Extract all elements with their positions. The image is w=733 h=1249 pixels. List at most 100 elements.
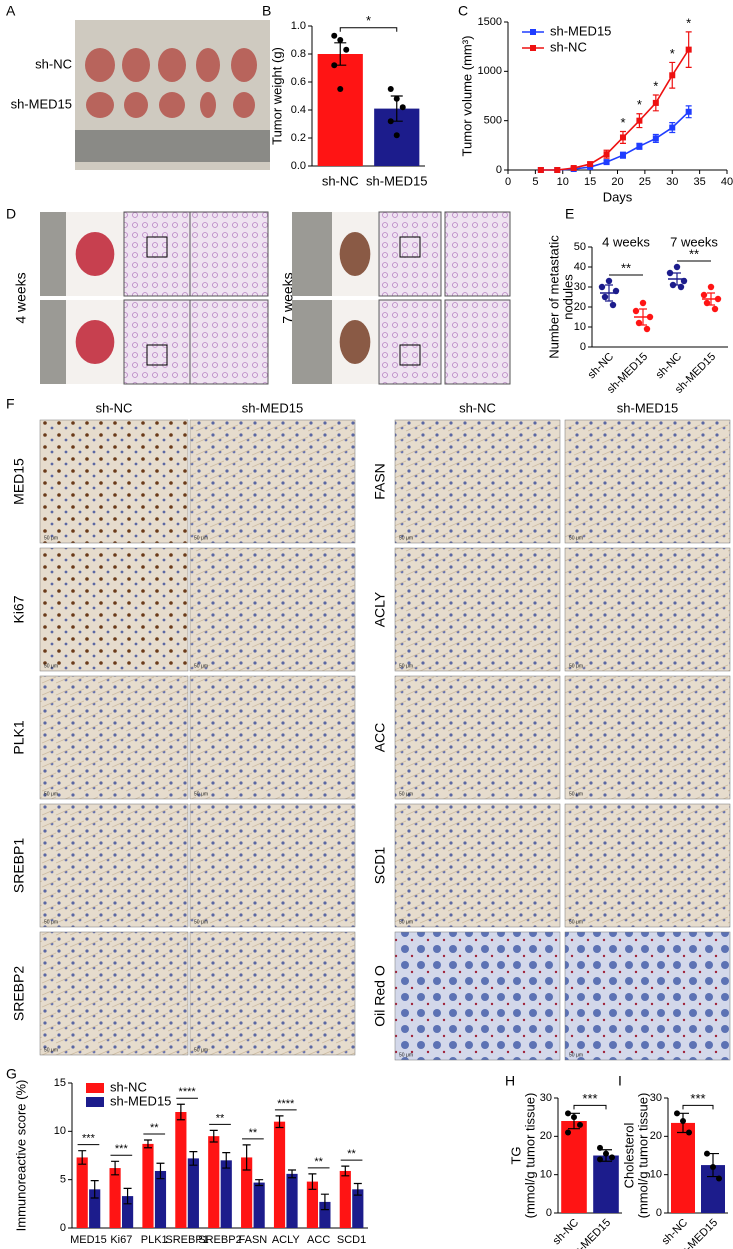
bar [306,1181,319,1228]
scale-bar: 50 μm [399,791,413,797]
row-label: SCD1 [372,847,388,885]
significance-label: **** [277,1098,295,1110]
y-axis-label: (mmol/g tumor tissue) [522,1093,537,1219]
bar [142,1143,154,1228]
y-tick-label: 10 [574,321,586,333]
bar [208,1136,220,1228]
significance-label: **** [179,1086,197,1098]
tumor [85,48,115,82]
ihc-image [564,931,731,1061]
scale-bar: 50 μm [44,791,58,797]
x-tick-label: Ki67 [110,1234,132,1246]
x-tick-label: sh-NC [322,173,359,188]
error-bar [189,1151,198,1166]
histology [123,299,191,385]
bar [187,1158,199,1228]
error-bar [255,1179,264,1187]
time-label: 7 weeks [280,272,296,323]
significance-label: * [670,46,675,61]
x-tick-label: 35 [694,176,706,188]
error-bar [123,1187,132,1205]
data-point [598,283,606,291]
x-tick-label: sh-NC [586,351,617,382]
data-point [710,1164,716,1170]
tumor [158,48,186,82]
significance-label: ** [150,1122,159,1134]
data-point [707,283,715,291]
marker [603,159,610,166]
zoom [189,211,269,297]
panel-letter: H [505,1073,515,1089]
panel-letter: I [618,1073,622,1089]
ihc-image [394,547,561,672]
marker [685,46,692,53]
error-bar [605,284,613,302]
data-point [393,132,400,139]
series-line [540,49,690,171]
tumor [196,48,220,82]
zoom [444,211,511,297]
error-bar [222,1152,231,1169]
scale-bar: 50 μm [399,663,413,669]
scale-bar: 50 μm [194,663,208,669]
inset-box [399,344,421,366]
ihc-image [39,675,189,800]
error-bar [143,1139,152,1149]
row-label: Ki67 [11,595,27,623]
error-bar [90,1180,99,1199]
marker [619,152,626,159]
x-tick-label: SCD1 [337,1234,366,1246]
x-tick-label: PLK1 [141,1234,168,1246]
scale-bar: 50 μm [194,791,208,797]
bar [220,1160,232,1228]
significance-label: *** [582,1091,597,1106]
y-tick-label: 20 [650,1130,662,1142]
y-tick-label: 40 [574,261,586,273]
data-point [571,1114,577,1121]
data-point [399,104,406,111]
zoom [189,299,269,385]
y-tick-label: 10 [540,1169,552,1181]
y-tick-label: 30 [650,1092,662,1104]
x-tick-label: sh-MED15 [366,173,427,188]
marker [587,161,594,168]
column-header: sh-MED15 [617,400,678,415]
histology [123,211,191,297]
legend-marker [530,29,536,35]
x-tick-label: 40 [721,176,733,188]
y-axis-label: Tumor volume (mm³) [459,36,474,157]
data-point [716,1175,722,1182]
data-point [643,325,651,333]
y-tick-label: 20 [540,1130,552,1142]
panel-letter: D [6,206,16,222]
zoom [444,299,511,385]
marker [652,99,659,106]
ruler [292,300,332,384]
bar [671,1122,695,1213]
ihc-image [394,419,561,544]
error-bar [341,1165,350,1177]
scale-bar: 50 μm [194,535,208,541]
bar [253,1182,265,1228]
data-point [565,1110,571,1117]
ihc-image [189,547,356,672]
data-point [597,1144,603,1151]
x-tick-label: ACLY [272,1234,301,1246]
y-tick-label: 15 [54,1077,66,1089]
y-tick-label: 1500 [478,16,502,28]
marker [554,167,561,173]
ihc-image [189,675,356,800]
significance-label: ** [314,1156,323,1168]
legend-label: sh-MED15 [110,1093,171,1108]
scale-bar: 50 μm [194,919,208,925]
row-label: ACLY [372,591,388,627]
data-point [577,1121,583,1128]
data-point [331,62,338,69]
y-axis-label: TG [508,1146,523,1164]
row-label: ACC [372,723,388,753]
row-label: SREBP2 [11,966,27,1021]
tumor [231,48,257,82]
scale-bar: 50 μm [569,791,583,797]
histology [378,299,442,385]
histology [378,211,442,297]
